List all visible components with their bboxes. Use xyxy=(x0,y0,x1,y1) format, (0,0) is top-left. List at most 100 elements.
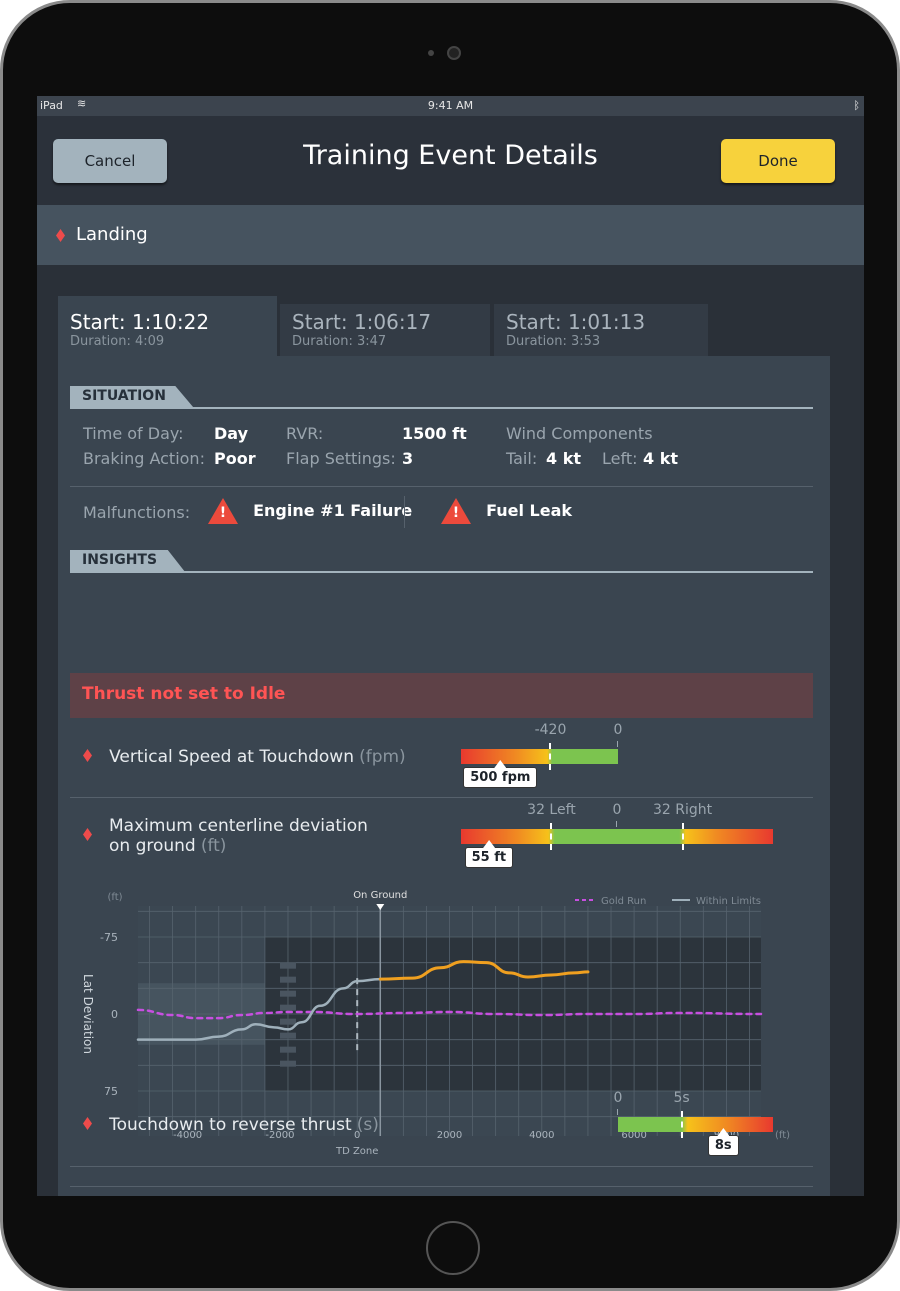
metric-unit: (ft) xyxy=(200,836,227,856)
page-title: Training Event Details xyxy=(303,140,598,171)
metric-vertical-speed: Vertical Speed at Touchdown (fpm) xyxy=(83,747,406,767)
series-line-exceeding xyxy=(378,960,590,981)
gauge-threshold xyxy=(617,741,619,747)
x-tick-label: 2000 xyxy=(437,1130,462,1141)
situation-header: SITUATION xyxy=(70,385,813,409)
y-unit: (ft) xyxy=(107,892,122,903)
y-tick-label: -75 xyxy=(100,931,118,944)
x-tick-label: -4000 xyxy=(173,1130,202,1141)
y-axis-label: Lat Deviation xyxy=(81,974,95,1054)
rvr-value: 1500 ft xyxy=(402,424,467,443)
alert-banner: Thrust not set to Idle xyxy=(70,673,813,718)
gauge-threshold xyxy=(617,1109,619,1115)
diamond-icon xyxy=(83,749,92,762)
gauge-bar xyxy=(461,749,618,764)
metric-reverse-thrust: Touchdown to reverse thrust (s) xyxy=(83,1115,379,1135)
warning-icon: ! xyxy=(208,498,238,524)
gauge-threshold xyxy=(549,743,552,770)
left-value: 4 kt xyxy=(643,449,678,468)
x-tick-label: 0 xyxy=(354,1130,360,1141)
cancel-button[interactable]: Cancel xyxy=(53,139,167,183)
divider xyxy=(70,797,813,798)
tab-duration: Duration: 4:09 xyxy=(70,334,165,349)
gauge-tick-label: 0 xyxy=(613,1090,623,1106)
metric-unit: (fpm) xyxy=(359,747,406,767)
tab-attempt-1[interactable]: Start: 1:10:22 Duration: 4:09 xyxy=(58,296,277,356)
runway-marking xyxy=(279,1060,296,1067)
insights-header: INSIGHTS xyxy=(70,549,813,573)
gauge-threshold xyxy=(550,823,553,850)
tail-label: Tail: xyxy=(506,449,538,468)
warning-icon: ! xyxy=(441,498,471,524)
tab-start: Start: 1:06:17 xyxy=(292,310,432,334)
y-tick-label: 75 xyxy=(104,1085,118,1098)
time-of-day-label: Time of Day: xyxy=(83,424,184,443)
braking-label: Braking Action: xyxy=(83,449,205,468)
tab-attempt-2[interactable]: Start: 1:06:17 Duration: 3:47 xyxy=(280,304,490,356)
runway-marking xyxy=(279,990,296,997)
braking-value: Poor xyxy=(214,449,256,468)
gauge-tick-label: 32 Right xyxy=(652,802,713,818)
y-tick-label: 0 xyxy=(111,1008,118,1021)
x-tick-label: 4000 xyxy=(529,1130,554,1141)
bluetooth-icon: ᛒ xyxy=(853,99,860,112)
legend-gold-run: Gold Run xyxy=(601,896,646,907)
gauge-tick-label: 32 Left xyxy=(527,802,576,818)
lateral-deviation-chart: On Ground-75075-4000-2000020004000600080… xyxy=(81,890,790,1157)
x-tick-label: -2000 xyxy=(265,1130,294,1141)
gauge-bar xyxy=(461,829,773,844)
tab-start: Start: 1:01:13 xyxy=(506,310,646,334)
metric-label: Maximum centerline deviation xyxy=(109,816,368,836)
event-panel: SITUATION Time of Day: Day Braking Actio… xyxy=(58,356,830,1196)
tail-value: 4 kt xyxy=(546,449,581,468)
gauge-bar xyxy=(618,1117,773,1132)
on-ground-marker-icon xyxy=(376,904,385,910)
divider xyxy=(404,496,405,528)
runway-marking xyxy=(279,1032,296,1039)
nav-header: Cancel Training Event Details Done xyxy=(37,116,864,205)
carrier: iPad xyxy=(40,99,63,112)
metric-label: Touchdown to reverse thrust xyxy=(109,1115,352,1135)
wind-label: Wind Components xyxy=(506,424,653,443)
diamond-icon xyxy=(56,229,65,242)
gauge-value-callout: 500 fpm xyxy=(463,767,538,788)
time-of-day-value: Day xyxy=(214,424,249,443)
event-name: Landing xyxy=(76,224,148,245)
event-bar: Landing xyxy=(37,205,864,265)
tab-duration: Duration: 3:53 xyxy=(506,334,601,349)
tab-start: Start: 1:10:22 xyxy=(70,310,210,334)
clock: 9:41 AM xyxy=(427,99,474,112)
diamond-icon xyxy=(83,1117,92,1130)
malfunctions-label: Malfunctions: xyxy=(83,503,191,522)
gauge-value-callout: 55 ft xyxy=(464,847,514,868)
status-bar: iPad ≋ 9:41 AM ᛒ xyxy=(37,96,864,116)
flap-label: Flap Settings: xyxy=(286,449,396,468)
screen: iPad ≋ 9:41 AM ᛒ Cancel Training Event D… xyxy=(37,96,864,1196)
metric-label: on ground xyxy=(109,836,196,856)
runway-marking xyxy=(279,1018,296,1025)
tab-attempt-3[interactable]: Start: 1:01:13 Duration: 3:53 xyxy=(494,304,708,356)
situation-title: SITUATION xyxy=(70,386,194,408)
series-line-within-limits xyxy=(136,977,382,1041)
runway-marking xyxy=(279,976,296,983)
divider xyxy=(70,1166,813,1167)
flap-value: 3 xyxy=(402,449,414,468)
x-annotation: TD Zone xyxy=(335,1146,378,1157)
legend-within-limits: Within Limits xyxy=(696,896,761,907)
on-ground-label: On Ground xyxy=(353,890,407,901)
sensor xyxy=(428,50,434,56)
vertical-speed-gauge: -420 0 500 fpm xyxy=(461,722,622,788)
rvr-label: RVR: xyxy=(286,424,324,443)
camera xyxy=(447,46,461,60)
runway-marking xyxy=(279,1046,296,1053)
home-button[interactable] xyxy=(426,1221,480,1275)
centerline-gauge: 32 Left 0 32 Right 55 ft xyxy=(461,802,773,868)
done-button[interactable]: Done xyxy=(721,139,835,183)
runway-marking xyxy=(279,1004,296,1011)
tab-duration: Duration: 3:47 xyxy=(292,334,387,349)
reverse-thrust-gauge: 0 5s 8s xyxy=(614,1090,773,1156)
gauge-tick-label: 0 xyxy=(612,802,622,818)
left-label: Left: xyxy=(602,449,638,468)
divider xyxy=(70,486,813,487)
insights-title: INSIGHTS xyxy=(70,550,186,572)
